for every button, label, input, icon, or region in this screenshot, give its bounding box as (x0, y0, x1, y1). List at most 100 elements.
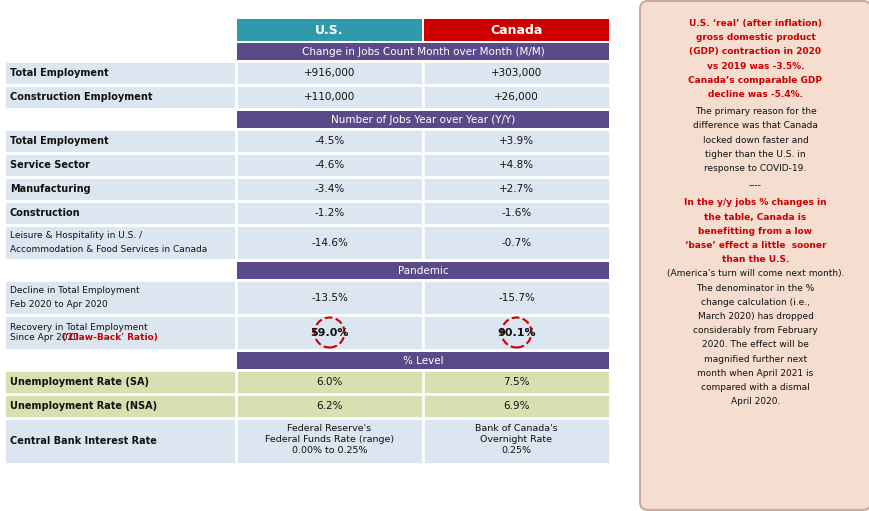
Text: ----: ---- (748, 181, 761, 190)
FancyBboxPatch shape (5, 281, 235, 314)
Text: Canada’s comparable GDP: Canada’s comparable GDP (687, 76, 821, 85)
Text: Construction Employment: Construction Employment (10, 92, 152, 102)
FancyBboxPatch shape (423, 226, 608, 259)
Text: Since Apr 2020: Since Apr 2020 (10, 333, 82, 342)
Text: (America’s turn will come next month).: (America’s turn will come next month). (666, 269, 843, 278)
Text: Service Sector: Service Sector (10, 160, 90, 170)
FancyBboxPatch shape (423, 178, 608, 200)
Text: locked down faster and: locked down faster and (702, 135, 807, 145)
FancyBboxPatch shape (423, 19, 608, 41)
Text: Unemployment Rate (SA): Unemployment Rate (SA) (10, 377, 149, 387)
Text: % Level: % Level (402, 356, 443, 365)
Text: Overnight Rate: Overnight Rate (480, 434, 552, 444)
Text: +303,000: +303,000 (490, 68, 541, 78)
FancyBboxPatch shape (5, 130, 235, 152)
Text: -1.2%: -1.2% (314, 208, 344, 218)
FancyBboxPatch shape (236, 154, 421, 176)
FancyBboxPatch shape (423, 371, 608, 393)
Text: -4.6%: -4.6% (314, 160, 344, 170)
FancyBboxPatch shape (236, 419, 421, 463)
FancyBboxPatch shape (236, 395, 421, 417)
Text: (GDP) contraction in 2020: (GDP) contraction in 2020 (689, 48, 820, 56)
Text: 6.0%: 6.0% (316, 377, 342, 387)
Text: Federal Reserve's: Federal Reserve's (287, 424, 371, 432)
FancyBboxPatch shape (423, 86, 608, 108)
Text: April 2020.: April 2020. (730, 397, 779, 406)
Text: vs 2019 was -3.5%.: vs 2019 was -3.5%. (706, 62, 803, 71)
FancyBboxPatch shape (236, 19, 421, 41)
FancyBboxPatch shape (236, 262, 608, 279)
Text: Accommodation & Food Services in Canada: Accommodation & Food Services in Canada (10, 245, 207, 254)
Text: +2.7%: +2.7% (498, 184, 534, 194)
Text: Construction: Construction (10, 208, 81, 218)
FancyBboxPatch shape (236, 43, 608, 60)
Text: 90.1%: 90.1% (496, 328, 535, 337)
FancyBboxPatch shape (5, 62, 235, 84)
Text: 6.9%: 6.9% (502, 401, 529, 411)
Text: benefitting from a low: benefitting from a low (698, 227, 812, 236)
Text: Leisure & Hospitality in U.S. /: Leisure & Hospitality in U.S. / (10, 231, 142, 240)
FancyBboxPatch shape (5, 419, 235, 463)
Text: ‘base’ effect a little  sooner: ‘base’ effect a little sooner (684, 241, 826, 250)
Text: In the y/y jobs % changes in: In the y/y jobs % changes in (683, 198, 826, 207)
Text: Decline in Total Employment: Decline in Total Employment (10, 286, 139, 295)
FancyBboxPatch shape (236, 352, 608, 369)
Text: The denominator in the %: The denominator in the % (695, 284, 813, 293)
FancyBboxPatch shape (423, 130, 608, 152)
Text: the table, Canada is: the table, Canada is (704, 213, 806, 222)
FancyBboxPatch shape (5, 202, 235, 224)
FancyBboxPatch shape (236, 111, 608, 128)
Text: Recovery in Total Employment: Recovery in Total Employment (10, 323, 148, 332)
FancyBboxPatch shape (423, 316, 608, 349)
Text: 0.00% to 0.25%: 0.00% to 0.25% (291, 446, 367, 454)
Text: +916,000: +916,000 (303, 68, 355, 78)
FancyBboxPatch shape (236, 178, 421, 200)
Text: +26,000: +26,000 (494, 92, 538, 102)
Text: considerably from February: considerably from February (693, 326, 817, 335)
Text: Change in Jobs Count Month over Month (M/M): Change in Jobs Count Month over Month (M… (302, 47, 544, 57)
FancyBboxPatch shape (5, 154, 235, 176)
Text: 59.0%: 59.0% (310, 328, 348, 337)
Text: +4.8%: +4.8% (498, 160, 534, 170)
FancyBboxPatch shape (236, 371, 421, 393)
FancyBboxPatch shape (5, 178, 235, 200)
Text: magnified further next: magnified further next (703, 355, 806, 364)
FancyBboxPatch shape (236, 202, 421, 224)
FancyBboxPatch shape (423, 154, 608, 176)
FancyBboxPatch shape (5, 86, 235, 108)
FancyBboxPatch shape (236, 281, 421, 314)
FancyBboxPatch shape (423, 395, 608, 417)
Text: 0.25%: 0.25% (501, 446, 531, 454)
Text: Total Employment: Total Employment (10, 136, 109, 146)
Text: Total Employment: Total Employment (10, 68, 109, 78)
Text: response to COVID-19.: response to COVID-19. (704, 164, 806, 173)
FancyBboxPatch shape (236, 130, 421, 152)
Text: decline was -5.4%.: decline was -5.4%. (707, 90, 802, 99)
Text: ('Claw-Back' Ratio): ('Claw-Back' Ratio) (62, 333, 157, 342)
Text: -4.5%: -4.5% (314, 136, 344, 146)
Text: month when April 2021 is: month when April 2021 is (697, 369, 813, 378)
Text: U.S.: U.S. (315, 24, 343, 36)
Text: -1.6%: -1.6% (501, 208, 531, 218)
Text: than the U.S.: than the U.S. (721, 255, 788, 264)
Text: Central Bank Interest Rate: Central Bank Interest Rate (10, 436, 156, 446)
FancyBboxPatch shape (423, 62, 608, 84)
FancyBboxPatch shape (423, 281, 608, 314)
Text: compared with a dismal: compared with a dismal (700, 383, 809, 392)
FancyBboxPatch shape (236, 62, 421, 84)
Text: Number of Jobs Year over Year (Y/Y): Number of Jobs Year over Year (Y/Y) (330, 114, 514, 125)
FancyBboxPatch shape (423, 202, 608, 224)
Text: -14.6%: -14.6% (311, 238, 348, 247)
FancyBboxPatch shape (236, 226, 421, 259)
FancyBboxPatch shape (5, 226, 235, 259)
Text: Pandemic: Pandemic (397, 266, 448, 275)
Text: +110,000: +110,000 (303, 92, 355, 102)
Text: change calculation (i.e.,: change calculation (i.e., (700, 298, 809, 307)
FancyBboxPatch shape (5, 371, 235, 393)
Text: Federal Funds Rate (range): Federal Funds Rate (range) (265, 434, 394, 444)
Text: -15.7%: -15.7% (497, 292, 534, 303)
Text: difference was that Canada: difference was that Canada (693, 122, 817, 130)
Text: Bank of Canada's: Bank of Canada's (474, 424, 557, 432)
FancyBboxPatch shape (5, 316, 235, 349)
Text: -13.5%: -13.5% (311, 292, 348, 303)
